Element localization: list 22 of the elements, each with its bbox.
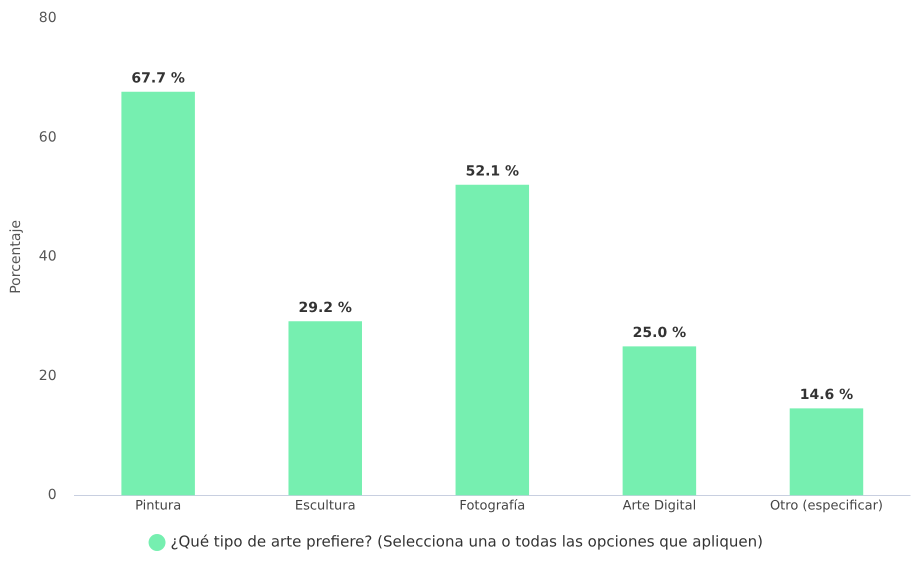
y-tick-label: 0: [48, 487, 57, 504]
data-label: 67.7 %: [131, 70, 185, 86]
x-tick-label: Escultura: [294, 498, 356, 514]
x-tick-label: Fotografía: [459, 498, 526, 514]
y-tick-label: 40: [38, 248, 57, 265]
y-tick-label: 60: [38, 129, 57, 146]
x-tick-label: Pintura: [135, 498, 182, 514]
legend-label: ¿Qué tipo de arte prefiere? (Selecciona una o todas las opciones que apliquen): [170, 532, 763, 550]
y-tick-label: 80: [38, 10, 57, 26]
bar: [790, 408, 864, 496]
data-label: 29.2 %: [298, 300, 352, 316]
y-tick-label: 20: [38, 368, 57, 384]
data-label: 52.1 %: [466, 163, 520, 180]
x-tick-label: Otro (especificar): [770, 498, 883, 514]
data-label: 25.0 %: [632, 324, 686, 341]
bar: [456, 184, 530, 496]
bar: [288, 321, 362, 496]
data-label: 14.6 %: [800, 386, 854, 403]
x-tick-label: Arte Digital: [622, 498, 696, 514]
y-axis-title: Porcentaje: [8, 220, 24, 294]
bar: [622, 346, 696, 496]
bar: [121, 92, 195, 496]
